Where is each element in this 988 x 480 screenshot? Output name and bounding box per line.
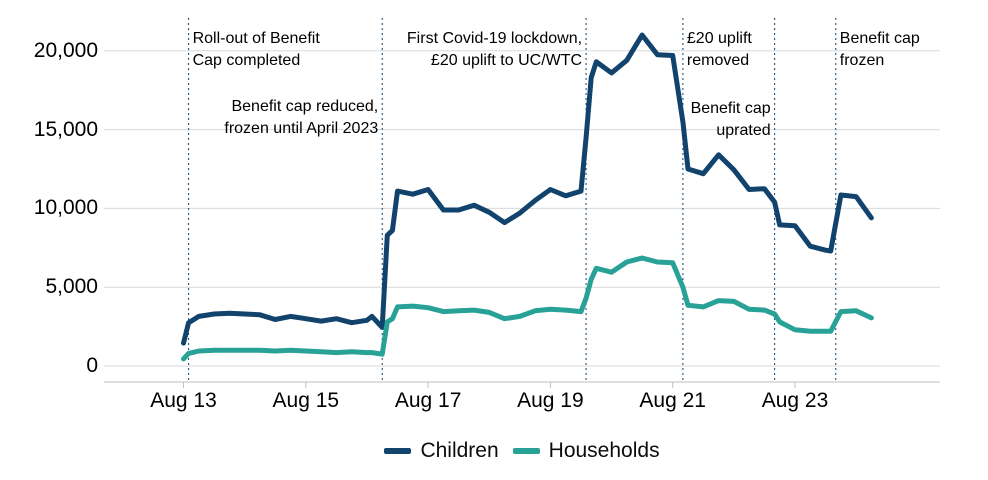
- legend-label-households: Households: [548, 439, 660, 462]
- legend-label-children: Children: [420, 439, 499, 462]
- households-line: [181, 255, 874, 362]
- annotation-line: Roll-out of Benefit: [192, 30, 320, 47]
- event-annotation: Benefit cap frozen: [840, 28, 920, 72]
- x-tick-label: Aug 15: [272, 389, 340, 412]
- y-tick-label: 15,000: [33, 117, 98, 141]
- y-tick-label: 20,000: [33, 38, 98, 62]
- x-tick-label: Aug 21: [639, 389, 706, 412]
- legend-item-children: Children: [384, 439, 499, 463]
- annotation-line: frozen until April 2023: [224, 120, 379, 137]
- children-line-swatch: [384, 448, 412, 454]
- x-tick-label: Aug 17: [394, 389, 462, 412]
- annotation-line: Benefit cap: [839, 30, 920, 47]
- annotation-line: frozen: [839, 52, 885, 69]
- annotation-line: uprated: [716, 122, 771, 139]
- annotation-line: Benefit cap: [690, 100, 771, 117]
- x-tick-label: Aug 23: [761, 389, 829, 412]
- event-annotation: Benefit cap reduced, frozen until April 2…: [224, 96, 378, 140]
- annotation-line: Benefit cap reduced,: [231, 98, 379, 115]
- event-annotation: Roll-out of Benefit Cap completed: [193, 28, 320, 72]
- event-annotation: £20 uplift removed: [687, 28, 752, 72]
- households-line-swatch: [512, 448, 540, 454]
- annotation-line: Cap completed: [192, 52, 301, 69]
- children-line: [181, 32, 874, 346]
- annotation-line: £20 uplift to UC/WTC: [430, 52, 583, 69]
- annotation-line: removed: [686, 52, 750, 69]
- event-annotation: Benefit cap uprated: [691, 98, 771, 142]
- legend-item-households: Households: [512, 439, 660, 463]
- y-tick-label: 10,000: [33, 196, 98, 220]
- annotation-line: £20 uplift: [686, 30, 752, 47]
- annotation-line: First Covid-19 lockdown,: [406, 30, 583, 47]
- y-tick-label: 5,000: [45, 275, 98, 299]
- x-tick-label: Aug 19: [517, 389, 584, 412]
- event-annotation: First Covid-19 lockdown, £20 uplift to UC…: [407, 28, 582, 72]
- x-tick-label: Aug 13: [150, 389, 217, 412]
- chart-legend: Children Households: [104, 435, 940, 467]
- y-tick-label: 0: [86, 354, 98, 377]
